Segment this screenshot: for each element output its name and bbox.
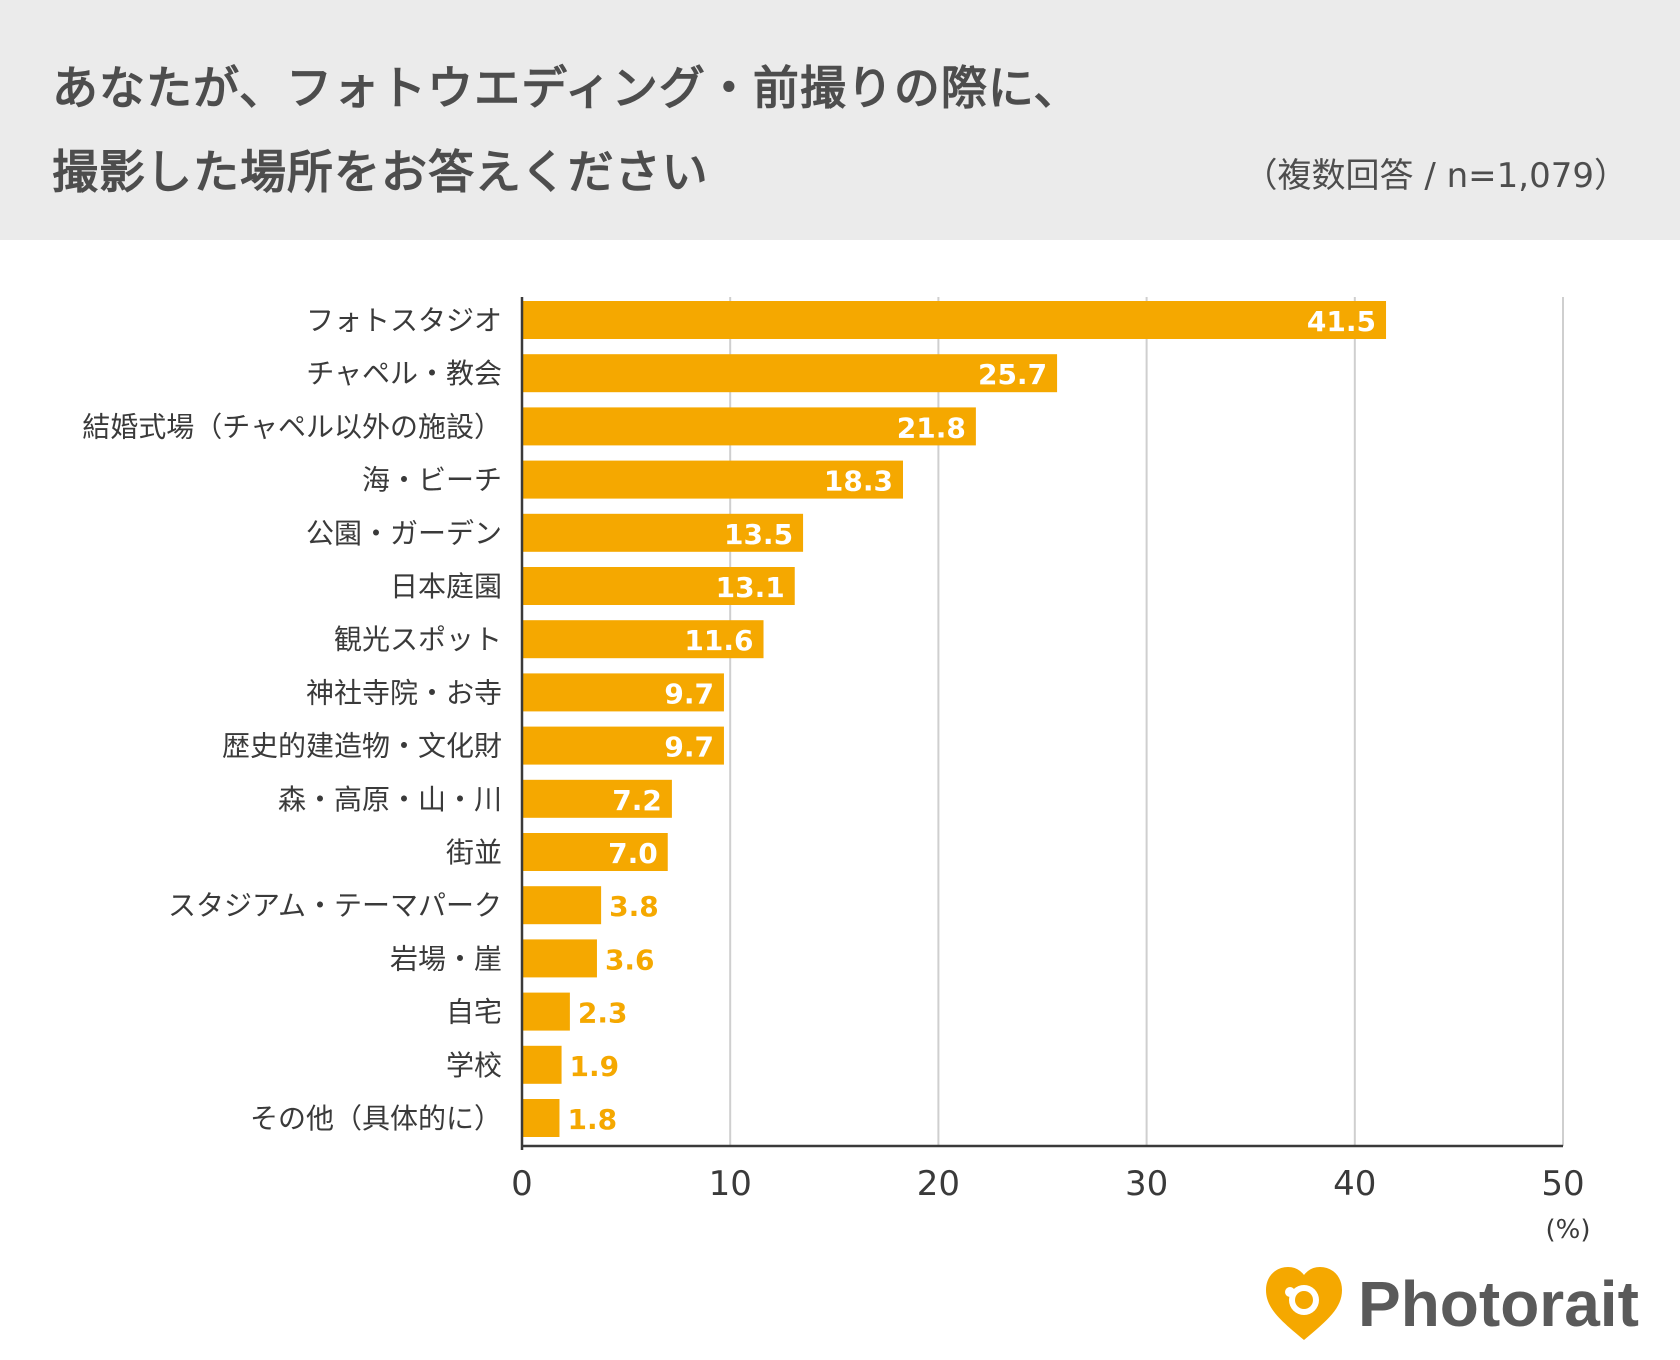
- bar: [522, 567, 795, 605]
- x-tick-label: 20: [917, 1164, 960, 1204]
- bar: [522, 673, 724, 712]
- x-tick-label: 10: [709, 1164, 752, 1204]
- brand-name: Photorait: [1358, 1268, 1639, 1340]
- data-label: 3.6: [605, 943, 655, 976]
- category-label: 公園・ガーデン: [306, 517, 502, 550]
- data-label: 1.8: [567, 1103, 617, 1136]
- chart-subtitle: （複数回答 / n=1,079）: [1243, 156, 1628, 196]
- category-label: 自宅: [446, 996, 502, 1029]
- category-label: スタジアム・テーマパーク: [168, 889, 502, 922]
- category-label: 観光スポット: [334, 623, 502, 656]
- bar: [522, 992, 570, 1031]
- chart-title-line-1: あなたが、フォトウエディング・前撮りの際に、: [52, 61, 1081, 115]
- bar: [522, 513, 804, 552]
- data-label: 11.6: [684, 624, 753, 657]
- bar: [522, 1045, 562, 1084]
- category-label: 岩場・崖: [390, 942, 502, 975]
- x-tick-label: 50: [1541, 1164, 1584, 1204]
- data-label: 25.7: [978, 358, 1047, 391]
- category-label: 日本庭園: [390, 570, 502, 603]
- data-label: 9.7: [664, 677, 714, 710]
- category-label: 学校: [446, 1049, 502, 1082]
- bar: [522, 939, 597, 978]
- data-label: 9.7: [664, 731, 714, 764]
- bar: [522, 460, 904, 499]
- bar: [522, 620, 764, 659]
- bar-chart: フォトスタジオ 41.5 チャペル・教会 25.7 結婚式場（チャペル以外の施設） 21.…: [82, 297, 1591, 1245]
- x-tick-label: 0: [511, 1164, 533, 1204]
- data-label: 3.8: [609, 890, 659, 923]
- bar: [522, 1099, 560, 1137]
- brand-logo: Photorait: [1262, 1262, 1639, 1346]
- data-label: 2.3: [578, 997, 628, 1030]
- data-label: 7.0: [608, 837, 658, 870]
- category-label: 街並: [446, 836, 502, 869]
- data-label: 21.8: [897, 411, 966, 444]
- bar: [522, 301, 1387, 339]
- data-label: 7.2: [612, 784, 662, 817]
- bar: [522, 354, 1058, 393]
- category-label: 結婚式場（チャペル以外の施設）: [82, 410, 502, 443]
- data-label: 1.9: [570, 1050, 620, 1083]
- heart-logo-icon: [1266, 1267, 1342, 1340]
- category-label: 神社寺院・お寺: [306, 676, 502, 709]
- bar: [522, 833, 668, 871]
- bar: [522, 886, 602, 925]
- category-label: チャペル・教会: [306, 357, 502, 390]
- bar: [522, 726, 724, 765]
- bar: [522, 779, 672, 818]
- data-label: 13.5: [724, 518, 793, 551]
- chart-title-line-2: 撮影した場所をお答えください: [52, 145, 709, 199]
- category-label: 海・ビーチ: [362, 464, 502, 497]
- x-tick-label: 30: [1125, 1164, 1168, 1204]
- bar: [522, 407, 976, 446]
- category-label: フォトスタジオ: [306, 304, 502, 337]
- category-label: その他（具体的に）: [250, 1102, 502, 1135]
- chart-header: あなたが、フォトウエディング・前撮りの際に、 撮影した場所をお答えください （複…: [0, 0, 1680, 240]
- x-tick-label: 40: [1333, 1164, 1376, 1204]
- data-label: 41.5: [1307, 305, 1376, 338]
- category-label: 森・高原・山・川: [278, 783, 502, 816]
- data-label: 13.1: [716, 571, 785, 604]
- data-label: 18.3: [824, 465, 893, 498]
- category-label: 歴史的建造物・文化財: [222, 730, 502, 763]
- x-axis-unit: (%): [1546, 1215, 1591, 1245]
